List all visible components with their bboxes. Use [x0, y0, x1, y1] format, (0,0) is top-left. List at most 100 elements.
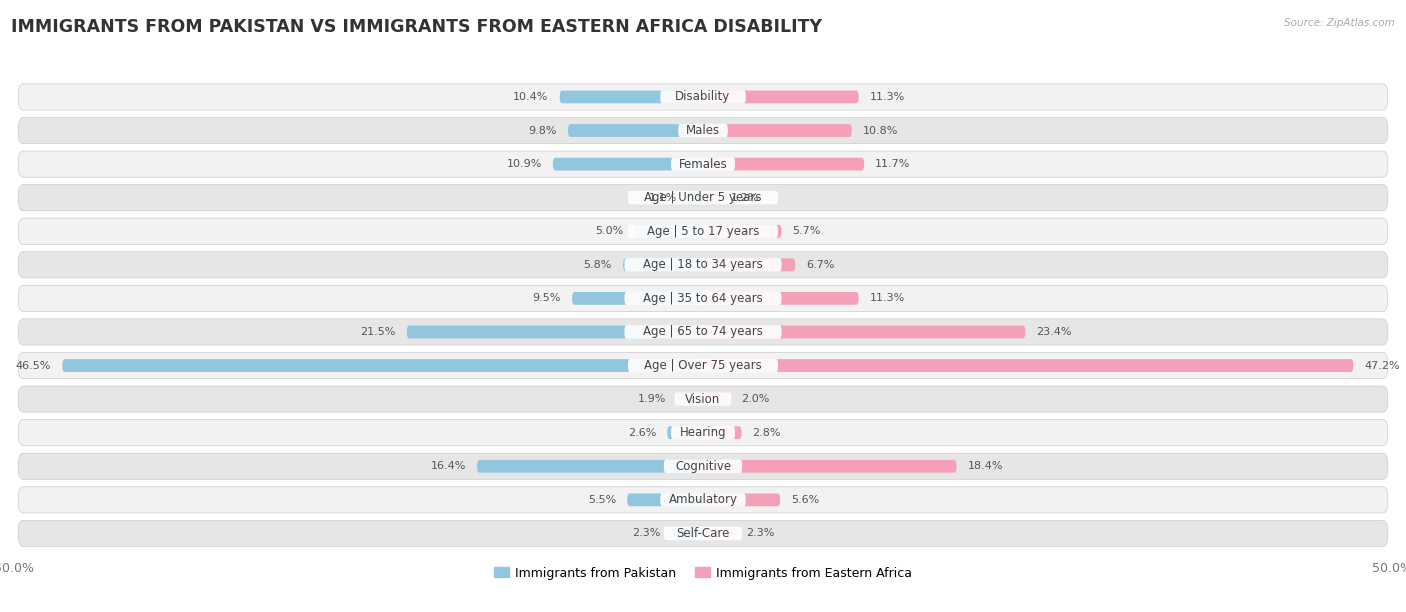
Text: 21.5%: 21.5%	[360, 327, 395, 337]
Text: 5.6%: 5.6%	[792, 495, 820, 505]
FancyBboxPatch shape	[18, 252, 1388, 278]
FancyBboxPatch shape	[703, 192, 720, 204]
Text: 46.5%: 46.5%	[15, 360, 51, 370]
Text: 2.3%: 2.3%	[631, 528, 661, 539]
FancyBboxPatch shape	[703, 258, 796, 271]
Text: 1.2%: 1.2%	[731, 193, 759, 203]
FancyBboxPatch shape	[62, 359, 703, 372]
Text: Age | 65 to 74 years: Age | 65 to 74 years	[643, 326, 763, 338]
FancyBboxPatch shape	[18, 453, 1388, 479]
FancyBboxPatch shape	[18, 151, 1388, 177]
FancyBboxPatch shape	[671, 157, 735, 171]
FancyBboxPatch shape	[703, 493, 780, 506]
FancyBboxPatch shape	[477, 460, 703, 472]
FancyBboxPatch shape	[18, 420, 1388, 446]
FancyBboxPatch shape	[703, 359, 1354, 372]
Text: 10.8%: 10.8%	[863, 125, 898, 135]
FancyBboxPatch shape	[18, 386, 1388, 412]
FancyBboxPatch shape	[18, 487, 1388, 513]
FancyBboxPatch shape	[703, 292, 859, 305]
Text: 1.9%: 1.9%	[637, 394, 666, 404]
Text: 10.4%: 10.4%	[513, 92, 548, 102]
FancyBboxPatch shape	[664, 527, 742, 540]
Text: 10.9%: 10.9%	[506, 159, 541, 169]
FancyBboxPatch shape	[572, 292, 703, 305]
Text: 18.4%: 18.4%	[967, 461, 1002, 471]
FancyBboxPatch shape	[671, 527, 703, 540]
FancyBboxPatch shape	[624, 292, 782, 305]
Text: 16.4%: 16.4%	[430, 461, 465, 471]
Text: 2.8%: 2.8%	[752, 428, 782, 438]
FancyBboxPatch shape	[18, 218, 1388, 244]
FancyBboxPatch shape	[18, 118, 1388, 144]
FancyBboxPatch shape	[628, 225, 778, 238]
FancyBboxPatch shape	[688, 192, 703, 204]
FancyBboxPatch shape	[703, 225, 782, 237]
Text: Self-Care: Self-Care	[676, 527, 730, 540]
Text: 11.3%: 11.3%	[870, 293, 905, 304]
Text: 5.0%: 5.0%	[595, 226, 623, 236]
Text: 5.7%: 5.7%	[793, 226, 821, 236]
FancyBboxPatch shape	[703, 91, 859, 103]
FancyBboxPatch shape	[703, 427, 741, 439]
Text: Males: Males	[686, 124, 720, 137]
Text: 23.4%: 23.4%	[1036, 327, 1071, 337]
FancyBboxPatch shape	[703, 527, 735, 540]
Text: 47.2%: 47.2%	[1364, 360, 1400, 370]
FancyBboxPatch shape	[634, 225, 703, 237]
FancyBboxPatch shape	[18, 520, 1388, 547]
FancyBboxPatch shape	[671, 426, 735, 439]
FancyBboxPatch shape	[18, 84, 1388, 110]
Text: 5.8%: 5.8%	[583, 260, 612, 270]
Text: IMMIGRANTS FROM PAKISTAN VS IMMIGRANTS FROM EASTERN AFRICA DISABILITY: IMMIGRANTS FROM PAKISTAN VS IMMIGRANTS F…	[11, 18, 823, 36]
Text: Hearing: Hearing	[679, 426, 727, 439]
FancyBboxPatch shape	[624, 325, 782, 338]
Text: Age | 35 to 64 years: Age | 35 to 64 years	[643, 292, 763, 305]
FancyBboxPatch shape	[406, 326, 703, 338]
Text: 11.7%: 11.7%	[875, 159, 911, 169]
FancyBboxPatch shape	[703, 393, 731, 406]
Text: Cognitive: Cognitive	[675, 460, 731, 472]
Text: 2.3%: 2.3%	[745, 528, 775, 539]
Text: 1.1%: 1.1%	[648, 193, 676, 203]
FancyBboxPatch shape	[676, 393, 703, 406]
FancyBboxPatch shape	[18, 353, 1388, 379]
FancyBboxPatch shape	[703, 158, 865, 171]
FancyBboxPatch shape	[668, 427, 703, 439]
Text: 6.7%: 6.7%	[807, 260, 835, 270]
FancyBboxPatch shape	[678, 124, 728, 137]
FancyBboxPatch shape	[624, 258, 782, 272]
Text: 2.6%: 2.6%	[627, 428, 657, 438]
FancyBboxPatch shape	[18, 285, 1388, 312]
FancyBboxPatch shape	[553, 158, 703, 171]
Text: Age | 18 to 34 years: Age | 18 to 34 years	[643, 258, 763, 271]
FancyBboxPatch shape	[664, 460, 742, 473]
Text: Age | 5 to 17 years: Age | 5 to 17 years	[647, 225, 759, 237]
FancyBboxPatch shape	[627, 493, 703, 506]
FancyBboxPatch shape	[703, 326, 1025, 338]
FancyBboxPatch shape	[560, 91, 703, 103]
FancyBboxPatch shape	[623, 258, 703, 271]
FancyBboxPatch shape	[703, 460, 956, 472]
Text: Age | Over 75 years: Age | Over 75 years	[644, 359, 762, 372]
Text: 5.5%: 5.5%	[588, 495, 616, 505]
FancyBboxPatch shape	[675, 392, 731, 406]
Text: Source: ZipAtlas.com: Source: ZipAtlas.com	[1284, 18, 1395, 28]
FancyBboxPatch shape	[661, 493, 745, 507]
Text: Age | Under 5 years: Age | Under 5 years	[644, 191, 762, 204]
Text: 9.8%: 9.8%	[529, 125, 557, 135]
FancyBboxPatch shape	[18, 185, 1388, 211]
Text: 9.5%: 9.5%	[533, 293, 561, 304]
Text: 11.3%: 11.3%	[870, 92, 905, 102]
Text: Disability: Disability	[675, 91, 731, 103]
Legend: Immigrants from Pakistan, Immigrants from Eastern Africa: Immigrants from Pakistan, Immigrants fro…	[489, 562, 917, 584]
FancyBboxPatch shape	[18, 319, 1388, 345]
Text: Ambulatory: Ambulatory	[668, 493, 738, 506]
FancyBboxPatch shape	[568, 124, 703, 137]
Text: Females: Females	[679, 158, 727, 171]
FancyBboxPatch shape	[628, 359, 778, 372]
FancyBboxPatch shape	[703, 124, 852, 137]
Text: 2.0%: 2.0%	[741, 394, 770, 404]
FancyBboxPatch shape	[661, 90, 745, 103]
FancyBboxPatch shape	[628, 191, 778, 204]
